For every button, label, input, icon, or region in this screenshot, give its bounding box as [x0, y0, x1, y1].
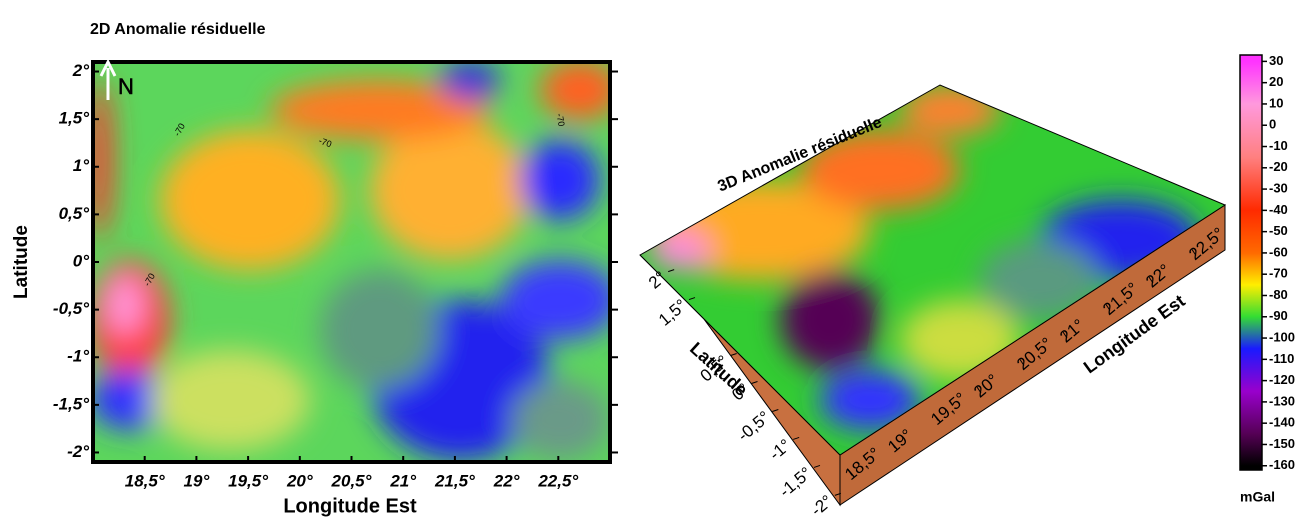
colorbar-tick-label: 0: [1269, 117, 1276, 132]
heatmap-field: [93, 62, 610, 462]
colorbar-label: mGal: [1240, 489, 1275, 505]
colorbar-tick-label: -130: [1269, 393, 1295, 408]
surface-y-tick: [688, 297, 696, 301]
surface-x-tick: [1148, 276, 1154, 284]
y-tick-label: 1,5°: [59, 109, 90, 128]
x-axis-label: Longitude Est: [283, 495, 417, 517]
colorbar: [1239, 54, 1263, 471]
map-title: 2D Anomalie résiduelle: [90, 21, 266, 38]
surface-x-tick: [847, 469, 853, 476]
surface-x-tick: [933, 414, 939, 421]
y-tick-label: -0,5°: [53, 299, 89, 318]
y-tick-label: -2°: [67, 442, 89, 461]
surface-x-tick: [890, 441, 896, 449]
y-tick-label: 0°: [73, 251, 89, 270]
surface-x-tick: [1105, 304, 1111, 311]
surface-y-tick: [772, 409, 779, 412]
surface-y-tick: [668, 269, 675, 273]
colorbar-tick-label: 30: [1269, 53, 1283, 68]
surface-y-tick-label: -1,5°: [776, 463, 816, 501]
colorbar-tick-label: -60: [1269, 244, 1288, 259]
colorbar-tick-label: -90: [1269, 308, 1288, 323]
colorbar-tick-label: -80: [1269, 287, 1288, 302]
surface-outline: [639, 84, 1227, 456]
colorbar-tick-label: -30: [1269, 181, 1288, 196]
colorbar-tick-label: -160: [1269, 457, 1295, 472]
north-arrow: [99, 58, 117, 100]
contour-label: -70: [317, 135, 333, 149]
surface-y-tick-label: -1°: [766, 435, 795, 464]
surface-y-tick: [834, 492, 841, 496]
y-tick-label: 0,5°: [59, 204, 90, 223]
colorbar-tick-label: -120: [1269, 372, 1295, 387]
surface-x-tick: [1062, 331, 1068, 339]
colorbar-tick-label: -150: [1269, 436, 1295, 451]
surface-y-tick-label: -2°: [807, 491, 836, 518]
north-label: N: [118, 74, 134, 99]
surface-y-tick: [730, 353, 737, 356]
colorbar-tick-label: 20: [1269, 74, 1283, 89]
surface-x-tick: [1019, 359, 1025, 366]
x-tick-label: 22°: [493, 471, 520, 490]
surface-x-tick: [1191, 249, 1197, 256]
colorbar-tick-label: -100: [1269, 329, 1295, 344]
x-tick-label: 20,5°: [331, 471, 372, 490]
colorbar-tick-label: -110: [1269, 351, 1294, 366]
colorbar-tick-label: -50: [1269, 223, 1288, 238]
x-tick-label: 21,5°: [434, 471, 475, 490]
surface-y-tick: [751, 381, 758, 384]
x-tick-label: 18,5°: [125, 471, 165, 490]
contour-label: -70: [555, 113, 567, 128]
x-tick-label: 20°: [286, 471, 313, 490]
colorbar-tick-label: -20: [1269, 159, 1288, 174]
colorbar-tick-label: -40: [1269, 202, 1288, 217]
y-tick-label: -1,5°: [53, 394, 89, 413]
surface-y-tick-label: -0,5°: [734, 407, 774, 445]
y-tick-label: 2°: [72, 61, 89, 80]
x-tick-label: 19°: [184, 471, 210, 490]
x-tick-label: 19,5°: [228, 471, 268, 490]
colorbar-tick-label: -70: [1269, 266, 1288, 281]
surface-x-tick: [976, 386, 982, 394]
colorbar-tick-label: -140: [1269, 415, 1295, 430]
colorbar-tick-label: 10: [1269, 95, 1283, 110]
surface-y-tick: [793, 436, 800, 440]
y-tick-label: 1°: [73, 156, 89, 175]
surface-y-tick: [813, 464, 821, 468]
y-tick-label: -1°: [67, 347, 89, 366]
y-axis-label: Latitude: [11, 225, 32, 299]
x-tick-label: 22,5°: [537, 471, 578, 490]
colorbar-tick-label: -10: [1269, 138, 1288, 153]
x-tick-label: 21°: [389, 471, 416, 490]
